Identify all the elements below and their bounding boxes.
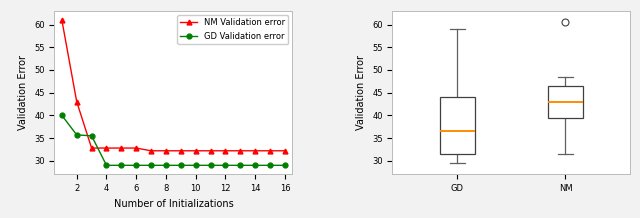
X-axis label: Number of Initializations: Number of Initializations [113,199,234,209]
Bar [440,97,475,154]
NM Validation error [102,147,110,149]
NM Validation error [252,150,259,152]
GD Validation error [237,164,244,167]
GD Validation error [177,164,185,167]
GD Validation error [147,164,155,167]
GD Validation error [281,164,289,167]
GD Validation error [88,135,95,137]
NM Validation error [192,150,200,152]
Y-axis label: Validation Error: Validation Error [19,55,29,130]
NM Validation error [132,147,140,149]
NM Validation error [58,19,66,21]
GD Validation error [266,164,274,167]
NM Validation error [147,150,155,152]
GD Validation error [207,164,214,167]
GD Validation error [221,164,229,167]
NM Validation error [237,150,244,152]
GD Validation error [132,164,140,167]
Line: GD Validation error: GD Validation error [60,113,287,168]
NM Validation error [177,150,185,152]
GD Validation error [102,164,110,167]
NM Validation error [221,150,229,152]
GD Validation error [58,114,66,117]
NM Validation error [73,100,81,103]
NM Validation error [88,147,95,149]
GD Validation error [162,164,170,167]
NM Validation error [162,150,170,152]
NM Validation error [207,150,214,152]
NM Validation error [266,150,274,152]
GD Validation error [252,164,259,167]
Legend: NM Validation error, GD Validation error: NM Validation error, GD Validation error [177,15,288,44]
Y-axis label: Validation Error: Validation Error [356,55,367,130]
NM Validation error [281,150,289,152]
Line: NM Validation error: NM Validation error [60,18,287,153]
GD Validation error [73,134,81,136]
Bar [548,86,583,118]
GD Validation error [192,164,200,167]
NM Validation error [118,147,125,149]
GD Validation error [118,164,125,167]
